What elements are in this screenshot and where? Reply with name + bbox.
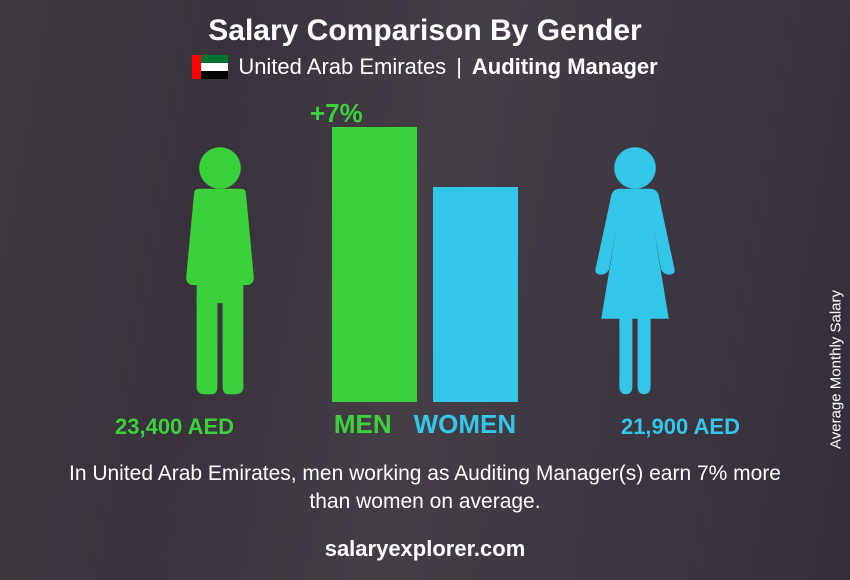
job-title: Auditing Manager xyxy=(472,54,658,80)
woman-figure-icon xyxy=(570,142,700,402)
site-attribution: salaryexplorer.com xyxy=(0,536,850,562)
uae-flag-icon xyxy=(192,55,228,79)
salary-men: 23,400 AED xyxy=(115,414,234,440)
label-men: MEN xyxy=(334,409,392,440)
label-women: WOMEN xyxy=(414,409,517,440)
page-title: Salary Comparison By Gender xyxy=(0,0,850,48)
bar-group xyxy=(332,127,518,402)
summary-text: In United Arab Emirates, men working as … xyxy=(0,460,850,517)
bar-women xyxy=(433,187,518,402)
salary-women: 21,900 AED xyxy=(621,414,740,440)
difference-label: +7% xyxy=(310,98,363,129)
country-name: United Arab Emirates xyxy=(238,54,446,80)
bar-men xyxy=(332,127,417,402)
y-axis-label: Average Monthly Salary xyxy=(828,290,845,449)
man-figure-icon xyxy=(155,142,285,402)
category-labels: MEN WOMEN xyxy=(334,409,516,440)
salary-chart: +7% MEN WOMEN 23,400 AED 21,900 AED xyxy=(0,90,850,460)
subtitle-row: United Arab Emirates | Auditing Manager xyxy=(0,54,850,80)
separator: | xyxy=(456,54,462,80)
